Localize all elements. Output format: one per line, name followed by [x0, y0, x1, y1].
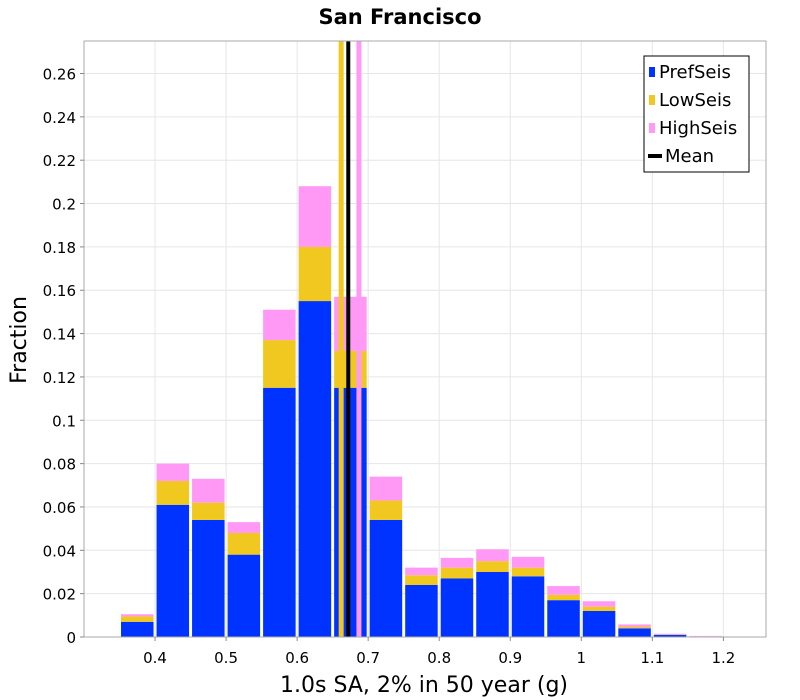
y-axis-ticks: 0 0.02 0.04 0.06 0.08 0.1 0.12 0.14 0.16 0.18 0.2 0…	[43, 66, 84, 647]
y-tick-label: 0.26	[43, 66, 76, 84]
bar-highseis	[618, 624, 651, 627]
x-tick-label: 0.4	[143, 649, 167, 667]
bar-prefseis	[653, 634, 687, 637]
y-tick-label: 0.22	[43, 152, 76, 170]
legend-label-mean: Mean	[665, 146, 714, 167]
y-tick-label: 0.18	[43, 239, 76, 257]
bar-prefseis	[476, 571, 509, 637]
bar-highseis	[192, 478, 225, 503]
bar-lowseis	[263, 340, 296, 388]
chart-title: San Francisco	[318, 5, 481, 29]
y-tick-label: 0.02	[43, 586, 76, 604]
bar-prefseis	[156, 504, 190, 637]
bar-highseis	[405, 567, 438, 576]
bar-prefseis	[227, 554, 261, 637]
bar-prefseis	[582, 610, 616, 637]
bar-highseis	[298, 186, 332, 247]
legend-label-highseis: HighSeis	[659, 118, 737, 139]
bar-lowseis	[156, 480, 190, 505]
legend-label-lowseis: LowSeis	[659, 90, 731, 111]
bar-highseis	[369, 476, 403, 501]
legend-label-prefseis: PrefSeis	[659, 62, 731, 83]
bar-lowseis	[618, 626, 651, 629]
bar-highseis	[582, 601, 616, 607]
bar-highseis	[263, 309, 296, 341]
bar-highseis	[440, 557, 474, 568]
bar-highseis	[653, 633, 687, 635]
x-axis-ticks: 0.4 0.5 0.6 0.7 0.8 0.9 1 1.1 1.2	[143, 637, 735, 667]
bar-prefseis	[511, 576, 545, 637]
bar-highseis	[227, 522, 261, 533]
bar-lowseis	[582, 606, 616, 611]
bar-lowseis	[476, 561, 509, 572]
legend-box	[643, 55, 750, 173]
bar-prefseis	[263, 387, 296, 637]
y-tick-label: 0.1	[52, 412, 76, 430]
x-tick-label: 1	[577, 649, 587, 667]
bar-lowseis	[298, 246, 332, 302]
bar-lowseis	[192, 502, 225, 520]
bar-lowseis	[405, 575, 438, 585]
histogram-bars	[121, 186, 722, 637]
legend-swatch-prefseis	[649, 67, 655, 77]
bar-prefseis	[298, 301, 332, 637]
y-tick-label: 0.06	[43, 499, 76, 517]
bar-prefseis	[369, 519, 403, 637]
x-tick-label: 0.5	[214, 649, 238, 667]
y-tick-label: 0	[66, 629, 76, 647]
y-tick-label: 0.16	[43, 282, 76, 300]
bar-lowseis	[121, 616, 154, 622]
y-tick-label: 0.2	[52, 196, 76, 214]
bar-highseis	[547, 586, 580, 595]
x-tick-label: 0.8	[427, 649, 451, 667]
y-tick-label: 0.24	[43, 109, 76, 127]
y-tick-label: 0.04	[43, 542, 76, 560]
bar-lowseis	[369, 500, 403, 520]
bar-prefseis	[618, 628, 651, 637]
bar-prefseis	[440, 578, 474, 637]
legend: PrefSeis LowSeis HighSeis Mean	[643, 55, 750, 173]
bar-prefseis	[405, 584, 438, 637]
y-tick-label: 0.14	[43, 326, 76, 344]
bar-lowseis	[227, 532, 261, 555]
x-tick-label: 0.9	[498, 649, 522, 667]
bar-lowseis	[440, 567, 474, 579]
x-tick-label: 1.1	[640, 649, 664, 667]
bar-highseis	[511, 556, 545, 568]
bar-lowseis	[511, 567, 545, 577]
x-tick-label: 1.2	[711, 649, 735, 667]
bar-prefseis	[121, 621, 154, 637]
y-tick-label: 0.12	[43, 369, 76, 387]
legend-swatch-highseis	[649, 123, 655, 133]
x-tick-label: 0.7	[356, 649, 380, 667]
bar-highseis	[121, 614, 154, 617]
bar-lowseis	[547, 594, 580, 601]
mean-lines	[338, 41, 362, 637]
bar-prefseis	[192, 519, 225, 637]
plot-area-frame	[83, 40, 767, 638]
y-tick-label: 0.08	[43, 456, 76, 474]
x-axis-label: 1.0s SA, 2% in 50 year (g)	[280, 673, 568, 698]
bar-highseis	[476, 549, 509, 562]
x-tick-label: 0.6	[285, 649, 309, 667]
bar-highseis	[156, 463, 190, 481]
legend-swatch-lowseis	[649, 95, 655, 105]
bar-prefseis	[547, 600, 580, 637]
y-axis-label: Fraction	[7, 296, 32, 384]
